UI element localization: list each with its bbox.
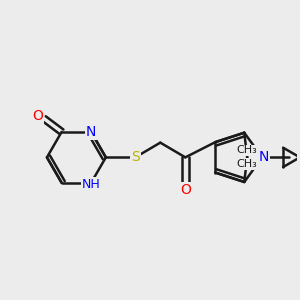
- Text: O: O: [180, 183, 191, 197]
- Text: O: O: [32, 109, 43, 123]
- Text: CH₃: CH₃: [237, 159, 258, 169]
- Text: CH₃: CH₃: [237, 146, 258, 155]
- Text: NH: NH: [82, 178, 100, 191]
- Text: S: S: [131, 150, 140, 164]
- Text: N: N: [259, 150, 269, 164]
- Text: N: N: [86, 125, 96, 139]
